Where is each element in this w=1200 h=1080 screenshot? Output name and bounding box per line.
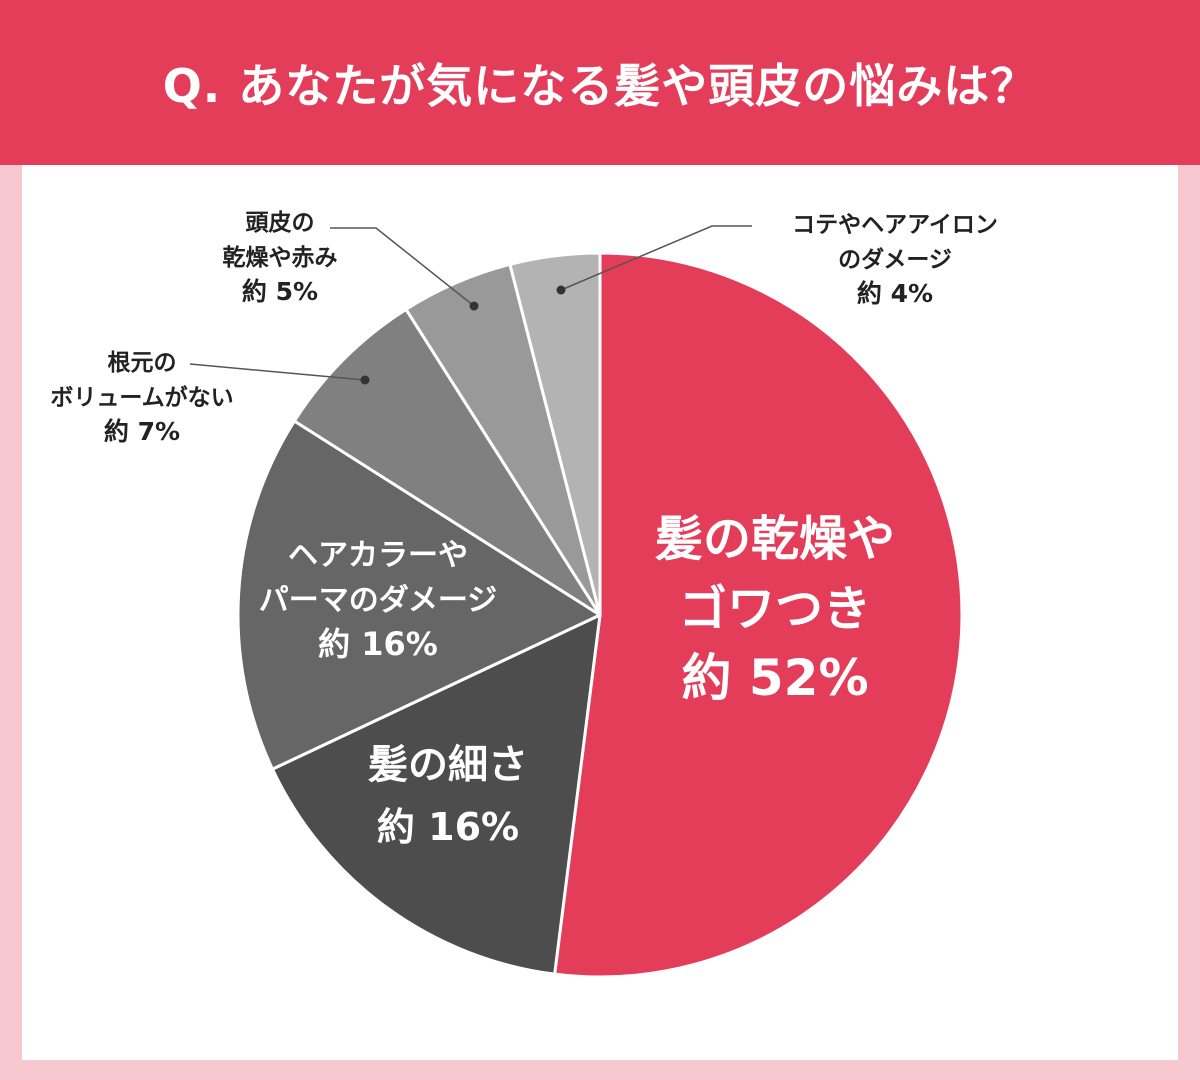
- leader-dot: [469, 301, 479, 311]
- slice-label: のダメージ: [838, 246, 952, 273]
- slice-label: 根元の: [108, 350, 177, 376]
- slice-label: 髪の乾燥や: [655, 511, 895, 567]
- leader-line: [560, 225, 752, 291]
- pie-slice: [236, 419, 602, 771]
- pie-slice: [553, 251, 964, 979]
- slice-value-label: 約 16%: [377, 805, 519, 849]
- slice-value-label: 約 52%: [681, 649, 868, 707]
- slice-value-label: 約 7%: [104, 417, 180, 446]
- slice-label: 頭皮の: [246, 210, 315, 236]
- slice-value-label: 約 4%: [857, 279, 933, 308]
- slice-label: ヘアカラーや: [288, 538, 468, 573]
- slice-label: ゴワつき: [679, 581, 871, 637]
- slice-label: 髪の細さ: [368, 742, 528, 788]
- pie-slice: [292, 307, 602, 617]
- question-header: Q. あなたが気になる髪や頭皮の悩みは？: [0, 0, 1200, 165]
- pie-slice: [270, 613, 602, 976]
- pie-slice: [508, 251, 602, 617]
- leader-line: [330, 227, 475, 307]
- leader-dot: [360, 375, 370, 385]
- leader-dot: [556, 285, 566, 295]
- slice-label: パーマのダメージ: [259, 583, 498, 618]
- slice-value-label: 約 5%: [242, 277, 318, 306]
- question-title: Q. あなたが気になる髪や頭皮の悩みは？: [162, 58, 1038, 113]
- slice-label: コテやヘアアイロン: [792, 212, 998, 238]
- slice-value-label: 約 16%: [318, 625, 438, 663]
- slice-label: ボリュームがない: [50, 384, 233, 411]
- slice-label: 乾燥や赤み: [223, 244, 338, 271]
- leader-line: [189, 363, 366, 381]
